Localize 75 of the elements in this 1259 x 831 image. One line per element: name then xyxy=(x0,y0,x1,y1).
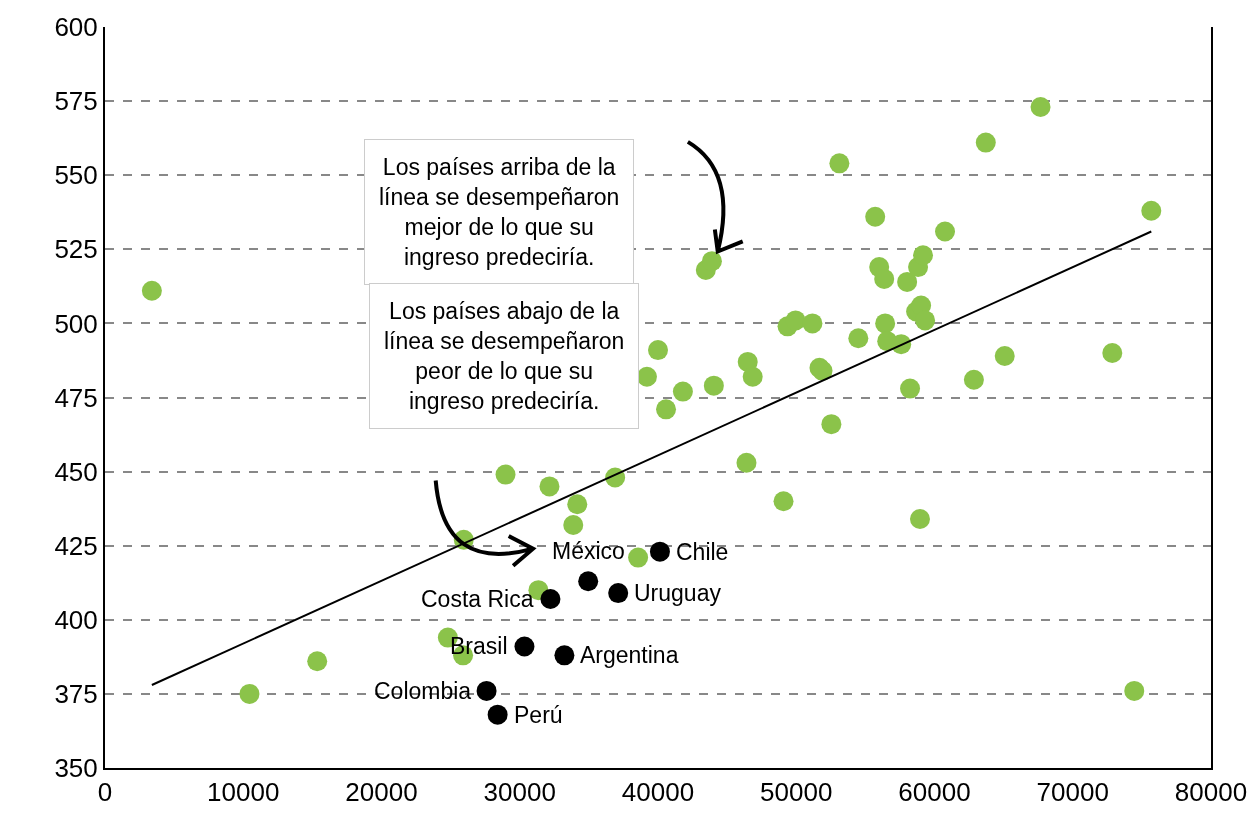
point xyxy=(935,221,956,242)
point xyxy=(701,251,722,272)
point xyxy=(802,313,823,334)
point xyxy=(742,366,763,387)
y-tick-label: 575 xyxy=(54,86,98,117)
point xyxy=(874,268,895,289)
point xyxy=(909,509,930,530)
point xyxy=(963,369,984,390)
y-tick-label: 450 xyxy=(54,456,98,487)
x-tick-label: 30000 xyxy=(483,777,556,808)
x-tick-label: 50000 xyxy=(760,777,833,808)
y-tick-label: 550 xyxy=(54,160,98,191)
y-tick-label: 375 xyxy=(54,679,98,709)
x-tick-label: 80000 xyxy=(1174,777,1248,808)
annotation: Uruguay xyxy=(634,580,722,606)
point xyxy=(821,414,842,435)
point xyxy=(563,514,584,535)
point xyxy=(567,494,588,515)
point xyxy=(514,636,535,657)
point xyxy=(975,132,996,153)
point xyxy=(141,280,162,301)
point xyxy=(703,375,724,396)
point xyxy=(1141,200,1162,221)
point xyxy=(487,704,508,725)
y-tick-label: 475 xyxy=(54,382,98,413)
x-tick-label: 60000 xyxy=(898,777,971,808)
point xyxy=(539,476,560,497)
x-tick-label: 0 xyxy=(97,777,113,808)
point xyxy=(1102,343,1123,364)
point xyxy=(900,378,921,399)
y-tick-label: 600 xyxy=(54,12,98,43)
point xyxy=(913,245,934,266)
y-tick-label: 400 xyxy=(54,604,98,635)
point xyxy=(672,381,693,402)
point xyxy=(495,464,516,485)
point xyxy=(636,366,657,387)
x-tick-label: 10000 xyxy=(207,777,280,808)
point xyxy=(239,683,260,704)
y-tick-label: 425 xyxy=(54,530,98,561)
point xyxy=(875,313,896,334)
point xyxy=(736,452,757,473)
point xyxy=(649,541,670,562)
point xyxy=(994,346,1015,366)
point xyxy=(773,491,794,512)
point xyxy=(476,680,497,701)
y-tick-label: 525 xyxy=(54,234,98,265)
point xyxy=(848,328,869,349)
annotation: Argentina xyxy=(580,642,679,668)
y-tick-label: 350 xyxy=(54,753,98,784)
point xyxy=(656,399,677,420)
point xyxy=(628,547,649,568)
x-tick-label: 40000 xyxy=(621,777,695,808)
point xyxy=(897,271,918,292)
point xyxy=(1124,680,1145,701)
annotation: Los países arriba de la línea se desempeñaron mejor de lo que su ingreso predeciría. xyxy=(379,154,620,270)
point xyxy=(554,645,575,666)
annotation: Los países abajo de la línea se desempeñaron peor de lo que su ingreso predeciría. xyxy=(384,298,625,414)
y-tick-label: 500 xyxy=(54,308,98,339)
annotation: Colombia xyxy=(374,678,472,704)
annotation: México xyxy=(552,538,625,564)
point xyxy=(915,310,936,331)
point xyxy=(829,153,850,174)
point xyxy=(785,310,806,331)
point xyxy=(865,206,886,227)
point xyxy=(578,571,599,592)
point xyxy=(1030,97,1051,118)
annotation: Costa Rica xyxy=(421,586,534,612)
point xyxy=(648,340,668,361)
x-tick-label: 70000 xyxy=(1036,777,1109,808)
point xyxy=(307,651,328,672)
point xyxy=(608,583,629,604)
annotation: Perú xyxy=(514,702,563,728)
point xyxy=(540,589,561,610)
annotation: Chile xyxy=(676,539,729,565)
x-tick-label: 20000 xyxy=(345,777,418,808)
